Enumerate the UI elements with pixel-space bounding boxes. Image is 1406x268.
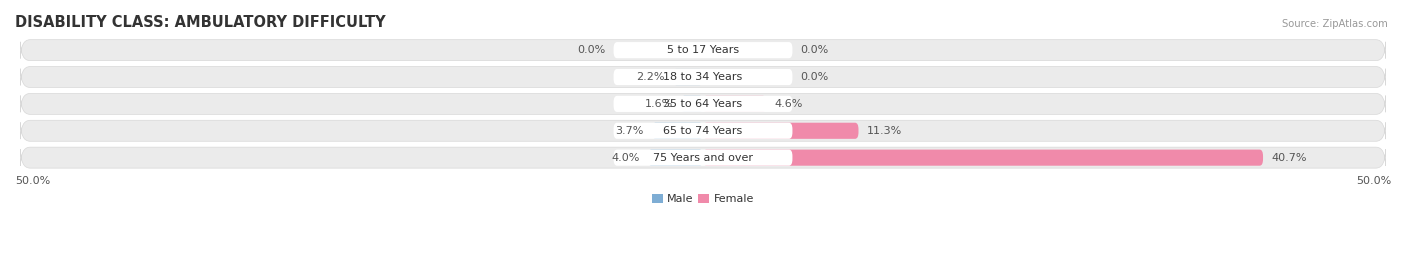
Text: 3.7%: 3.7%: [616, 126, 644, 136]
FancyBboxPatch shape: [681, 96, 703, 112]
FancyBboxPatch shape: [613, 123, 793, 139]
Text: 75 Years and over: 75 Years and over: [652, 153, 754, 163]
FancyBboxPatch shape: [648, 150, 703, 166]
Text: 65 to 74 Years: 65 to 74 Years: [664, 126, 742, 136]
Text: 5 to 17 Years: 5 to 17 Years: [666, 45, 740, 55]
FancyBboxPatch shape: [613, 150, 793, 166]
Text: 4.6%: 4.6%: [775, 99, 803, 109]
FancyBboxPatch shape: [703, 150, 1263, 166]
FancyBboxPatch shape: [613, 69, 793, 85]
FancyBboxPatch shape: [613, 96, 793, 112]
Text: 35 to 64 Years: 35 to 64 Years: [664, 99, 742, 109]
FancyBboxPatch shape: [21, 120, 1385, 141]
FancyBboxPatch shape: [652, 123, 703, 139]
Text: 1.6%: 1.6%: [644, 99, 672, 109]
FancyBboxPatch shape: [21, 40, 1385, 61]
FancyBboxPatch shape: [613, 42, 793, 58]
Text: 0.0%: 0.0%: [800, 72, 830, 82]
Text: 2.2%: 2.2%: [636, 72, 665, 82]
Text: 40.7%: 40.7%: [1271, 153, 1306, 163]
FancyBboxPatch shape: [672, 69, 703, 85]
Text: 50.0%: 50.0%: [1355, 176, 1391, 187]
FancyBboxPatch shape: [21, 94, 1385, 114]
Text: 0.0%: 0.0%: [576, 45, 606, 55]
Text: 11.3%: 11.3%: [866, 126, 903, 136]
Text: 0.0%: 0.0%: [800, 45, 830, 55]
Text: 50.0%: 50.0%: [15, 176, 51, 187]
Text: DISABILITY CLASS: AMBULATORY DIFFICULTY: DISABILITY CLASS: AMBULATORY DIFFICULTY: [15, 15, 385, 30]
FancyBboxPatch shape: [703, 123, 859, 139]
Text: 4.0%: 4.0%: [612, 153, 640, 163]
Text: 18 to 34 Years: 18 to 34 Years: [664, 72, 742, 82]
Legend: Male, Female: Male, Female: [647, 189, 759, 209]
Text: Source: ZipAtlas.com: Source: ZipAtlas.com: [1282, 19, 1388, 29]
FancyBboxPatch shape: [21, 147, 1385, 168]
FancyBboxPatch shape: [21, 66, 1385, 88]
FancyBboxPatch shape: [703, 96, 766, 112]
